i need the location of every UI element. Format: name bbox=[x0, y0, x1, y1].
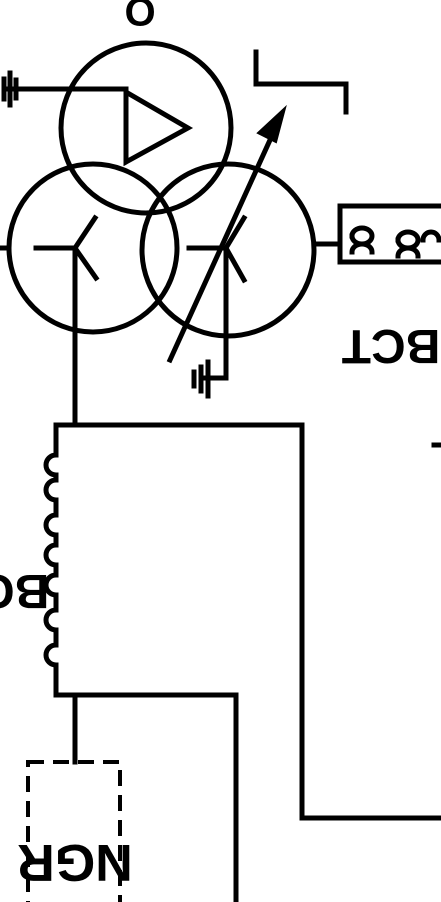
secondary-ground-icon bbox=[191, 359, 211, 399]
bct-neutral-coil-icon bbox=[43, 422, 78, 698]
bct-right-coil-icon bbox=[349, 225, 441, 259]
tertiary-winding-circle bbox=[58, 40, 234, 216]
ngr-label: NGR bbox=[17, 833, 133, 891]
tertiary-ground-icon bbox=[1, 70, 19, 108]
wye-winding-secondary-icon bbox=[186, 214, 248, 381]
tap-changer-arrow-icon bbox=[166, 104, 287, 364]
bct-secondary-wire-inner bbox=[72, 692, 239, 902]
bct-right-label: BCT bbox=[342, 319, 441, 372]
wye-winding-primary-icon bbox=[33, 214, 100, 425]
bct-neutral-label: BCT bbox=[0, 564, 49, 617]
ngr-enclosure bbox=[26, 760, 122, 902]
top-edge-label: O bbox=[124, 0, 155, 33]
tap-step-symbol bbox=[253, 49, 349, 115]
delta-winding-icon bbox=[123, 87, 194, 167]
bct-secondary-wire-outer bbox=[72, 422, 441, 821]
tertiary-lead bbox=[5, 86, 129, 98]
bct-right-box bbox=[337, 203, 441, 265]
